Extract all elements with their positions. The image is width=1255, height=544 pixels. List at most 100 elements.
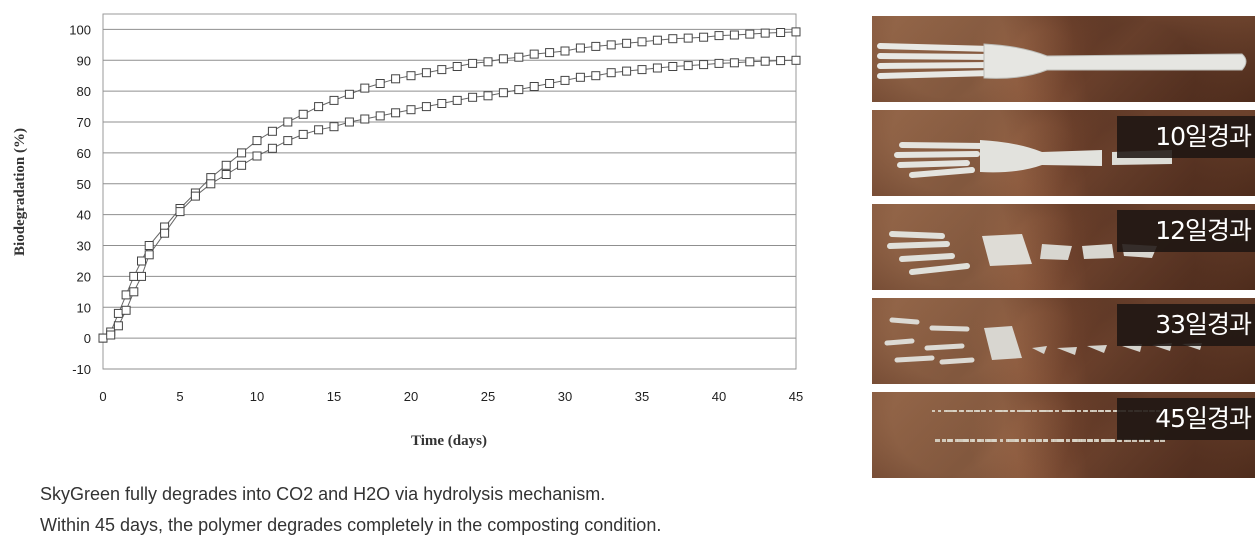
debris-fragment (1032, 410, 1036, 412)
debris-fragment (963, 439, 968, 442)
biodegradation-chart: -10 0 10 20 30 40 50 60 70 80 90 100 0 5 10 15 20 25 30 35… (12, 13, 803, 449)
data-point (637, 37, 647, 47)
debris-fragment (968, 410, 973, 412)
data-point (560, 46, 570, 56)
data-point (514, 52, 524, 62)
y-axis-ticks: -10 0 10 20 30 40 50 60 70 80 90 100 (69, 22, 91, 377)
caption-line-2: Within 45 days, the polymer degrades com… (40, 515, 662, 535)
data-point (252, 136, 262, 146)
data-point (545, 79, 555, 88)
data-point (545, 48, 555, 58)
data-point (791, 55, 801, 65)
data-point (160, 228, 170, 238)
debris-fragment (1017, 410, 1020, 412)
data-point (375, 111, 385, 121)
debris-fragment (1106, 410, 1110, 412)
data-point (144, 250, 154, 260)
data-point (668, 34, 678, 44)
data-point (283, 117, 293, 127)
debris-fragment (1075, 439, 1080, 442)
debris-fragment (1113, 410, 1116, 412)
debris-fragment (946, 410, 951, 412)
data-point (252, 151, 262, 161)
data-point (113, 321, 123, 331)
debris-fragment (1002, 410, 1007, 412)
debris-fragment (1154, 439, 1159, 442)
y-axis-label: Biodegradation (%) (12, 128, 28, 256)
data-point (329, 95, 339, 105)
data-point (421, 68, 431, 78)
y-tick-label: 70 (77, 115, 91, 130)
plot-area (102, 13, 797, 370)
y-tick-label: 90 (77, 53, 91, 68)
data-point (560, 75, 570, 85)
debris-fragment (989, 410, 992, 412)
data-point (714, 58, 724, 68)
data-point (298, 109, 308, 119)
data-point (344, 89, 354, 99)
debris-fragment (1139, 439, 1143, 442)
debris-fragment (1010, 410, 1014, 412)
data-point (360, 114, 370, 124)
data-point (406, 105, 416, 115)
y-tick-label: 20 (77, 269, 91, 284)
data-point (575, 43, 585, 53)
data-point (776, 56, 786, 66)
debris-fragment (1124, 439, 1127, 442)
debris-fragment (1072, 439, 1076, 442)
debris-fragment (1077, 410, 1081, 412)
data-point (106, 330, 116, 340)
debris-fragment (1021, 439, 1025, 442)
debris-fragment (1064, 410, 1069, 412)
debris-fragment (1006, 439, 1009, 442)
data-point (137, 271, 146, 281)
data-point (591, 71, 601, 81)
debris-fragment (1040, 410, 1043, 412)
debris-fragment (932, 410, 935, 412)
x-tick-label: 5 (176, 389, 183, 404)
data-point (637, 65, 647, 75)
data-point (298, 129, 308, 139)
data-point (137, 256, 146, 266)
data-point (314, 102, 324, 112)
data-point (190, 191, 200, 201)
data-point (175, 207, 185, 217)
debris-fragment (1042, 410, 1047, 412)
data-point (391, 74, 401, 84)
day-label: 33일경과 (1117, 304, 1255, 346)
debris-fragment (1000, 439, 1003, 442)
data-point (760, 56, 770, 66)
data-point (529, 49, 539, 59)
x-tick-label: 10 (250, 389, 264, 404)
debris-fragment (1092, 410, 1097, 412)
y-tick-label: 40 (77, 208, 91, 223)
data-point (121, 305, 131, 315)
debris-fragment (1030, 439, 1035, 442)
debris-fragment (1081, 439, 1086, 442)
debris-fragment (1008, 439, 1013, 442)
data-point (791, 27, 801, 37)
data-point (452, 95, 462, 105)
debris-fragment (951, 410, 956, 412)
debris-fragment (979, 439, 984, 442)
data-point (498, 88, 508, 98)
data-point (606, 40, 616, 50)
data-point (729, 30, 739, 40)
photo-day-10: 10일경과 (872, 110, 1255, 196)
debris-fragment (1068, 410, 1071, 412)
data-point (498, 54, 508, 64)
debris-fragment (955, 439, 958, 442)
debris-fragment (1094, 439, 1098, 442)
x-tick-label: 35 (635, 389, 649, 404)
data-point (391, 108, 401, 118)
y-tick-label: 80 (77, 84, 91, 99)
data-point (144, 241, 154, 250)
grid-lines (103, 28, 796, 370)
debris-fragment (1104, 439, 1109, 442)
data-point (344, 117, 354, 127)
series-layer (98, 27, 801, 343)
data-point (375, 79, 385, 88)
debris-fragment (957, 439, 962, 442)
debris-fragment (1047, 410, 1052, 412)
data-point (745, 57, 755, 67)
